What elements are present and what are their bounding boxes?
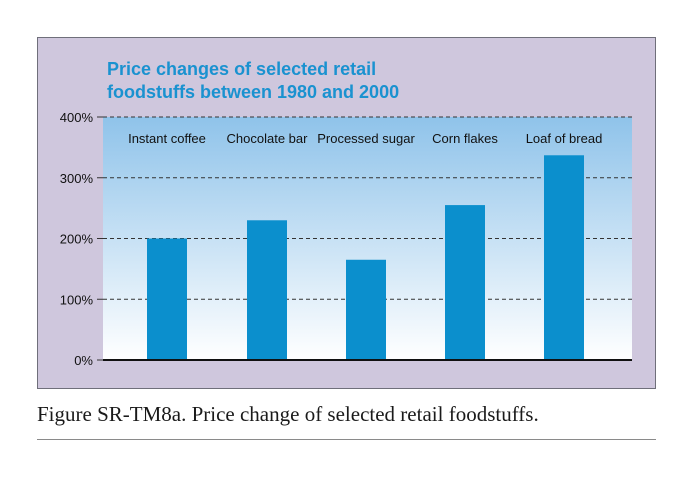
chart-title: Price changes of selected retail foodstu… [107,58,527,104]
category-label: Chocolate bar [227,131,309,146]
y-tick-label: 0% [74,353,93,368]
bars [147,155,584,360]
bar [346,259,386,360]
chart-title-line-2: foodstuffs between 1980 and 2000 [107,82,400,102]
caption-rule [37,439,656,440]
y-axis-ticks: 0% 100% 200% 300% 400% [60,110,103,368]
category-label: Corn flakes [432,131,498,146]
chart-title-line-1: Price changes of selected retail [107,59,377,79]
y-tick-label: 300% [60,171,94,186]
category-label: Instant coffee [128,131,206,146]
bar [147,238,187,360]
figure-caption: Figure SR-TM8a. Price change of selected… [37,402,539,426]
category-label: Loaf of bread [526,131,603,146]
bar [445,205,485,360]
category-labels: Instant coffee Chocolate bar Processed sug… [128,131,602,146]
bar [247,220,287,360]
category-label: Processed sugar [317,131,415,146]
y-tick-label: 400% [60,110,94,125]
y-tick-label: 100% [60,292,94,307]
bar [544,155,584,360]
y-tick-label: 200% [60,232,94,247]
